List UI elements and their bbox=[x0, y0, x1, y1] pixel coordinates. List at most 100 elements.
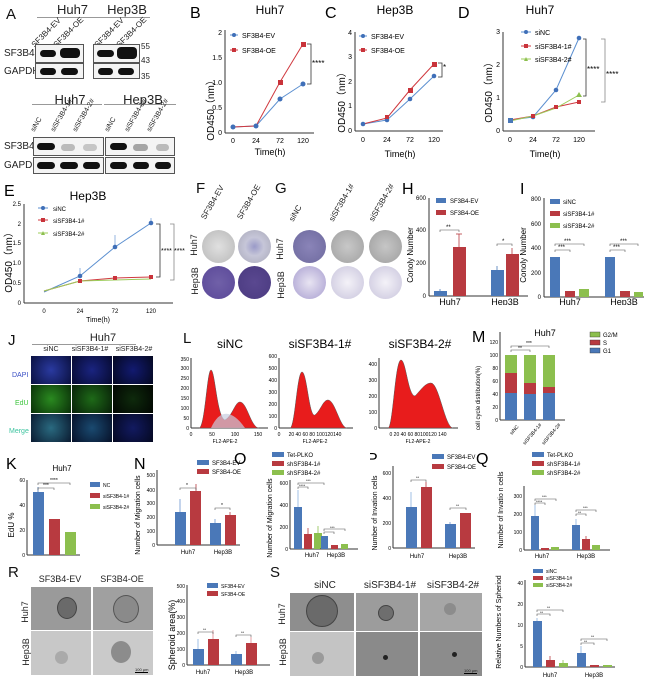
svg-text:1.0: 1.0 bbox=[212, 80, 222, 87]
panel-label-h: H bbox=[402, 181, 414, 198]
colony-plates-g: siNC siSF3B4-1# siSF3B4-2# Huh7 Hep3B bbox=[275, 180, 405, 305]
svg-text:SF3B4-OE: SF3B4-OE bbox=[450, 211, 479, 217]
svg-text:100: 100 bbox=[177, 647, 186, 653]
svg-text:3: 3 bbox=[496, 29, 500, 36]
svg-text:****: **** bbox=[50, 478, 58, 484]
svg-text:400: 400 bbox=[177, 599, 186, 605]
svg-text:0: 0 bbox=[348, 128, 352, 135]
svg-text:1: 1 bbox=[496, 95, 500, 102]
svg-text:siNC: siNC bbox=[535, 30, 550, 37]
svg-text:Spheroid area(%): Spheroid area(%) bbox=[167, 600, 177, 671]
svg-text:Huh7: Huh7 bbox=[543, 673, 558, 679]
svg-text:**: ** bbox=[241, 630, 245, 635]
svg-text:***: *** bbox=[330, 525, 335, 530]
svg-text:50: 50 bbox=[183, 416, 189, 422]
svg-text:72: 72 bbox=[276, 138, 284, 145]
svg-text:EdU %: EdU % bbox=[7, 513, 16, 538]
svg-text:Huh7: Huh7 bbox=[526, 3, 555, 17]
svg-text:Hep3B: Hep3B bbox=[610, 297, 638, 305]
svg-text:2: 2 bbox=[218, 30, 222, 37]
svg-text:Huh7: Huh7 bbox=[181, 550, 196, 556]
svg-text:600: 600 bbox=[280, 481, 289, 487]
svg-text:300: 300 bbox=[269, 390, 278, 396]
svg-text:****: **** bbox=[606, 70, 618, 79]
chart-i: I Conoly Number 0 200 400 600 800 *** *** **… bbox=[520, 181, 644, 305]
svg-text:*: * bbox=[186, 483, 188, 489]
svg-text:Relative Numbers of Spheriod: Relative Numbers of Spheriod bbox=[496, 575, 503, 668]
svg-text:0: 0 bbox=[190, 432, 193, 438]
svg-text:300: 300 bbox=[181, 366, 190, 372]
svg-text:120: 120 bbox=[146, 309, 157, 315]
svg-text:120: 120 bbox=[573, 137, 585, 144]
svg-text:Huh7: Huh7 bbox=[439, 297, 461, 305]
svg-text:***: *** bbox=[613, 245, 621, 251]
svg-text:Huh7: Huh7 bbox=[535, 554, 550, 560]
svg-text:shSF3B4-2#: shSF3B4-2# bbox=[547, 471, 581, 477]
svg-text:0: 0 bbox=[22, 553, 25, 559]
svg-text:siSF3B4-1#: siSF3B4-1# bbox=[563, 212, 595, 218]
svg-text:Huh7: Huh7 bbox=[305, 553, 320, 559]
svg-text:Hep3B: Hep3B bbox=[377, 3, 414, 17]
svg-text:**: ** bbox=[591, 634, 595, 639]
colony-plates-f: SF3B4-EV SF3B4-OE Huh7 Hep3B bbox=[189, 180, 275, 305]
svg-text:siSF3B4-2#: siSF3B4-2# bbox=[389, 337, 452, 351]
svg-text:600: 600 bbox=[531, 222, 542, 228]
row-label-gapdh: GAPDH bbox=[4, 66, 40, 77]
svg-text:Hep3B: Hep3B bbox=[214, 550, 232, 556]
svg-text:100: 100 bbox=[181, 406, 190, 412]
svg-text:G2/M: G2/M bbox=[603, 333, 618, 339]
svg-text:****: **** bbox=[299, 483, 306, 488]
svg-text:0.5: 0.5 bbox=[212, 105, 222, 112]
group-huh7-bottom: Huh7 bbox=[54, 92, 86, 107]
svg-text:siSF3B4-2#: siSF3B4-2# bbox=[541, 422, 563, 446]
svg-text:SF3B4-OE: SF3B4-OE bbox=[242, 48, 276, 55]
svg-text:Hep3B: Hep3B bbox=[70, 189, 107, 203]
chart-o: O Number of Migration cells 0 200 400 600 *… bbox=[234, 451, 337, 559]
svg-text:60: 60 bbox=[19, 478, 25, 484]
svg-text:Tet-PLKO: Tet-PLKO bbox=[287, 453, 313, 459]
svg-text:***: *** bbox=[564, 239, 572, 245]
svg-text:400: 400 bbox=[416, 228, 427, 234]
panel-label-c: C bbox=[325, 5, 337, 22]
panel-label-n: N bbox=[134, 456, 146, 473]
svg-text:250: 250 bbox=[181, 376, 190, 382]
svg-text:200: 200 bbox=[369, 394, 378, 400]
chart-h: H Conoly Number 0 200 400 600 ** * Huh7 Hep… bbox=[402, 181, 528, 305]
svg-text:*: * bbox=[221, 503, 223, 509]
panel-label-r: R bbox=[8, 564, 19, 581]
svg-text:100: 100 bbox=[231, 432, 240, 438]
svg-text:2: 2 bbox=[496, 62, 500, 69]
svg-text:****: **** bbox=[312, 59, 324, 68]
svg-text:200: 200 bbox=[147, 515, 156, 521]
svg-text:**: ** bbox=[203, 627, 207, 632]
svg-text:200: 200 bbox=[177, 631, 186, 637]
svg-text:siNC: siNC bbox=[217, 337, 243, 351]
svg-text:siSF3B4-2#: siSF3B4-2# bbox=[103, 505, 129, 511]
svg-text:400: 400 bbox=[280, 503, 289, 509]
svg-text:0: 0 bbox=[278, 432, 281, 438]
svg-text:350: 350 bbox=[181, 357, 190, 363]
svg-text:300: 300 bbox=[369, 378, 378, 384]
svg-text:**: ** bbox=[584, 639, 588, 644]
svg-text:0: 0 bbox=[495, 418, 498, 424]
svg-text:0: 0 bbox=[18, 301, 22, 307]
svg-text:20: 20 bbox=[19, 528, 25, 534]
svg-text:G1: G1 bbox=[603, 349, 612, 355]
svg-text:SF3B4-EV: SF3B4-EV bbox=[447, 455, 475, 461]
svg-text:0: 0 bbox=[218, 130, 222, 137]
svg-text:1: 1 bbox=[348, 103, 352, 110]
chart-o-hep3b: *** Hep3B bbox=[320, 525, 358, 559]
svg-text:40: 40 bbox=[517, 581, 523, 587]
svg-text:Conoly Number: Conoly Number bbox=[406, 227, 415, 283]
svg-text:0: 0 bbox=[520, 665, 523, 671]
svg-text:***: *** bbox=[558, 245, 566, 251]
panel-label-k: K bbox=[6, 456, 17, 473]
svg-text:**: ** bbox=[540, 610, 544, 615]
svg-text:5: 5 bbox=[520, 644, 523, 650]
svg-text:150: 150 bbox=[254, 432, 263, 438]
svg-text:siSF3B4-2#: siSF3B4-2# bbox=[546, 583, 572, 589]
svg-text:Huh7: Huh7 bbox=[256, 3, 285, 17]
svg-text:3: 3 bbox=[348, 54, 352, 61]
panel-label-f: F bbox=[196, 180, 206, 197]
